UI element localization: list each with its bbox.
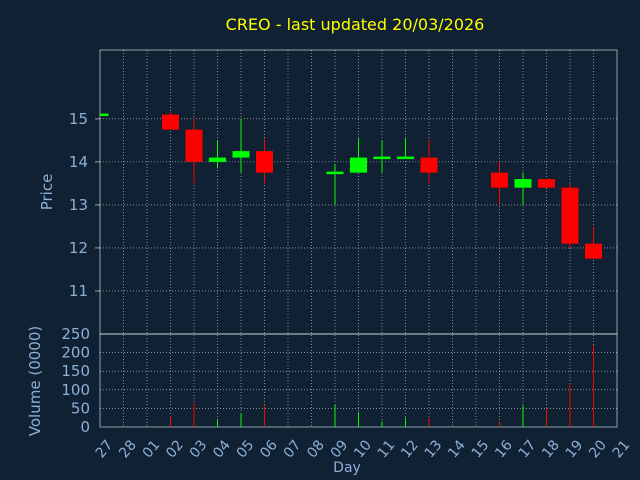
day-tick-label: 14 (445, 437, 469, 461)
candle-body (514, 179, 532, 188)
x-axis-label: Day (333, 460, 361, 476)
day-tick-label: 27 (93, 437, 117, 461)
candle-body (538, 179, 555, 188)
day-tick-label: 21 (610, 437, 634, 461)
day-tick-label: 28 (116, 437, 140, 461)
volume-tick-label: 250 (61, 325, 90, 343)
day-tick-label: 13 (422, 437, 446, 461)
chart-title: CREO - last updated 20/03/2026 (226, 15, 485, 34)
day-tick-label: 03 (187, 437, 211, 461)
day-tick-label: 16 (492, 437, 516, 461)
day-tick-label: 11 (375, 437, 399, 461)
day-tick-label: 18 (539, 437, 563, 461)
day-tick-label: 12 (398, 437, 422, 461)
day-tick-label: 20 (586, 437, 610, 461)
price-tick-label: 13 (69, 196, 88, 214)
candle-body (100, 113, 109, 117)
price-tick-label: 12 (69, 239, 88, 257)
price-tick-label: 14 (69, 153, 88, 171)
candle-body (232, 151, 250, 158)
candle-body (326, 171, 344, 175)
day-tick-label: 10 (351, 437, 375, 461)
day-tick-label: 09 (328, 437, 352, 461)
volume-axis-label: Volume (0000) (26, 326, 44, 436)
candle-body (373, 156, 391, 160)
candle-body (185, 129, 203, 162)
candle-body (256, 151, 273, 173)
day-tick-label: 02 (163, 437, 187, 461)
volume-tick-label: 0 (80, 418, 90, 436)
candle-body (420, 157, 438, 173)
candle-body (209, 157, 226, 162)
plot-frames (99, 49, 618, 428)
data-marks (100, 112, 602, 427)
volume-tick-label: 100 (61, 381, 90, 399)
volume-tick-label: 200 (61, 344, 90, 362)
day-tick-label: 17 (516, 437, 540, 461)
candle-body (561, 187, 579, 244)
price-axis-label: Price (38, 174, 56, 211)
candle-body (491, 172, 508, 188)
grid-layer (100, 50, 617, 427)
day-tick-label: 06 (257, 437, 281, 461)
volume-tick-label: 150 (61, 362, 90, 380)
candle-body (162, 114, 179, 130)
candle-body (585, 243, 602, 259)
candle-body (350, 157, 367, 173)
volume-tick-label: 50 (71, 399, 90, 417)
day-tick-label: 08 (304, 437, 328, 461)
price-tick-label: 15 (69, 110, 88, 128)
day-tick-label: 01 (140, 437, 164, 461)
day-tick-label: 19 (563, 437, 587, 461)
day-tick-label: 04 (210, 437, 234, 461)
candle-body (397, 156, 414, 160)
day-tick-label: 05 (234, 437, 258, 461)
day-tick-label: 07 (281, 437, 305, 461)
day-tick-label: 15 (469, 437, 493, 461)
price-tick-label: 11 (69, 282, 88, 300)
